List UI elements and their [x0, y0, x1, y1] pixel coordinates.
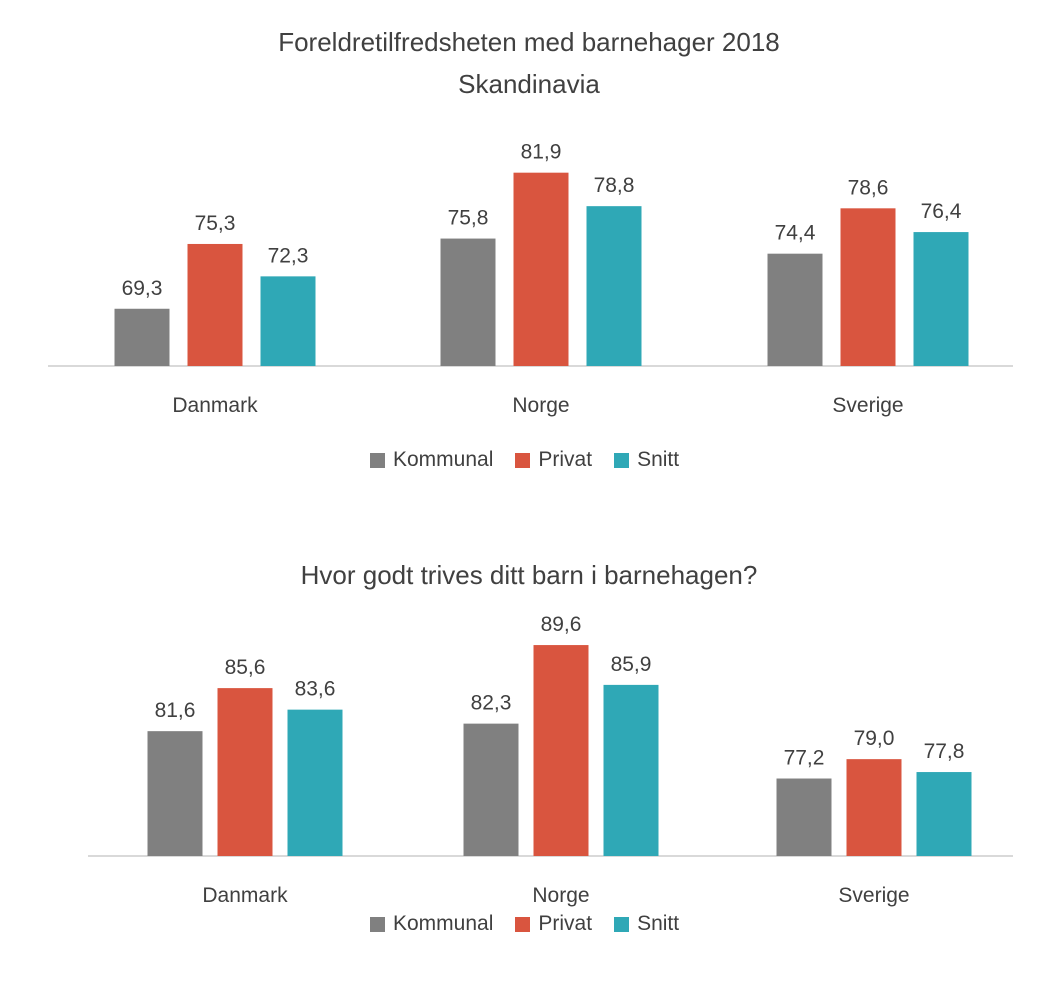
data-label-snitt-norge: 85,9 [611, 653, 652, 676]
legend-swatch-snitt [614, 916, 630, 932]
chart-b-legend: Kommunal Privat Snitt [370, 912, 679, 936]
bar-snitt-norge [603, 684, 659, 856]
bar-kommunal-sverige [767, 253, 823, 366]
data-label-privat-danmark: 75,3 [195, 212, 236, 235]
bar-snitt-sverige [916, 772, 972, 856]
bar-kommunal-danmark [147, 731, 203, 856]
legend-label-privat: Privat [538, 448, 593, 471]
data-label-snitt-norge: 78,8 [594, 174, 635, 197]
legend-item-kommunal: Kommunal [370, 912, 493, 936]
bar-snitt-sverige [913, 232, 969, 366]
legend-item-snitt: Snitt [614, 912, 679, 936]
data-label-privat-norge: 89,6 [541, 613, 582, 636]
bar-kommunal-danmark [114, 308, 170, 366]
x-tick-label-danmark: Danmark [172, 394, 258, 417]
data-label-privat-sverige: 78,6 [848, 176, 889, 199]
data-label-snitt-danmark: 83,6 [295, 678, 336, 701]
bar-privat-norge [533, 645, 589, 856]
legend-item-snitt: Snitt [614, 448, 679, 472]
x-tick-label-norge: Norge [532, 884, 589, 907]
bar-snitt-danmark [260, 276, 316, 366]
chart-a-plot: 69,3 75,3 72,3 Danmark 75,8 81,9 78,8 Norge 74,4… [48, 141, 1013, 417]
legend-swatch-kommunal [370, 916, 385, 932]
data-label-snitt-danmark: 72,3 [268, 244, 309, 267]
bar-privat-sverige [846, 759, 902, 856]
legend-label-snitt: Snitt [637, 448, 680, 471]
chart-a-title: Foreldretilfredsheten med barnehager 201… [278, 27, 780, 57]
bar-kommunal-sverige [776, 778, 832, 856]
data-label-privat-danmark: 85,6 [225, 656, 266, 679]
legend-label-kommunal: Kommunal [393, 448, 494, 471]
bar-kommunal-norge [463, 723, 519, 856]
legend-item-privat: Privat [515, 448, 592, 472]
bar-privat-norge [513, 172, 569, 366]
chart-child-wellbeing: 81,6 85,6 83,6 Danmark 82,3 89,6 85,9 Norge 77,2… [0, 540, 1058, 1000]
legend-swatch-snitt [614, 452, 630, 468]
chart-a-legend: Kommunal Privat Snitt [370, 448, 679, 472]
bar-privat-danmark [217, 688, 273, 856]
data-label-kommunal-danmark: 69,3 [122, 277, 163, 300]
data-label-kommunal-norge: 82,3 [471, 692, 512, 715]
legend-item-privat: Privat [515, 912, 592, 936]
chart-satisfaction-2018: 69,3 75,3 72,3 Danmark 75,8 81,9 78,8 Norge 74,4… [0, 0, 1058, 490]
data-label-kommunal-sverige: 74,4 [775, 222, 816, 245]
bar-privat-danmark [187, 243, 243, 366]
legend-swatch-privat [515, 916, 531, 932]
bar-kommunal-norge [440, 238, 496, 366]
data-label-snitt-sverige: 76,4 [921, 200, 962, 223]
chart-a-subtitle: Skandinavia [458, 69, 600, 99]
data-label-kommunal-sverige: 77,2 [784, 747, 825, 770]
x-tick-label-norge: Norge [512, 394, 569, 417]
chart-b-plot: 81,6 85,6 83,6 Danmark 82,3 89,6 85,9 Norge 77,2… [88, 613, 1013, 907]
data-label-privat-norge: 81,9 [521, 141, 562, 164]
legend-swatch-privat [515, 452, 531, 468]
x-tick-label-sverige: Sverige [832, 394, 903, 417]
chart-b-title: Hvor godt trives ditt barn i barnehagen? [300, 560, 758, 590]
bar-privat-sverige [840, 208, 896, 366]
data-label-snitt-sverige: 77,8 [924, 740, 965, 763]
legend-label-snitt: Snitt [637, 912, 680, 935]
x-tick-label-sverige: Sverige [838, 884, 909, 907]
bar-snitt-norge [586, 206, 642, 366]
legend-item-kommunal: Kommunal [370, 448, 493, 472]
legend-label-kommunal: Kommunal [393, 912, 494, 935]
x-tick-label-danmark: Danmark [202, 884, 288, 907]
data-label-kommunal-danmark: 81,6 [155, 699, 196, 722]
legend-swatch-kommunal [370, 452, 385, 468]
data-label-privat-sverige: 79,0 [854, 727, 895, 750]
legend-label-privat: Privat [538, 912, 593, 935]
data-label-kommunal-norge: 75,8 [448, 207, 489, 230]
bar-snitt-danmark [287, 709, 343, 856]
